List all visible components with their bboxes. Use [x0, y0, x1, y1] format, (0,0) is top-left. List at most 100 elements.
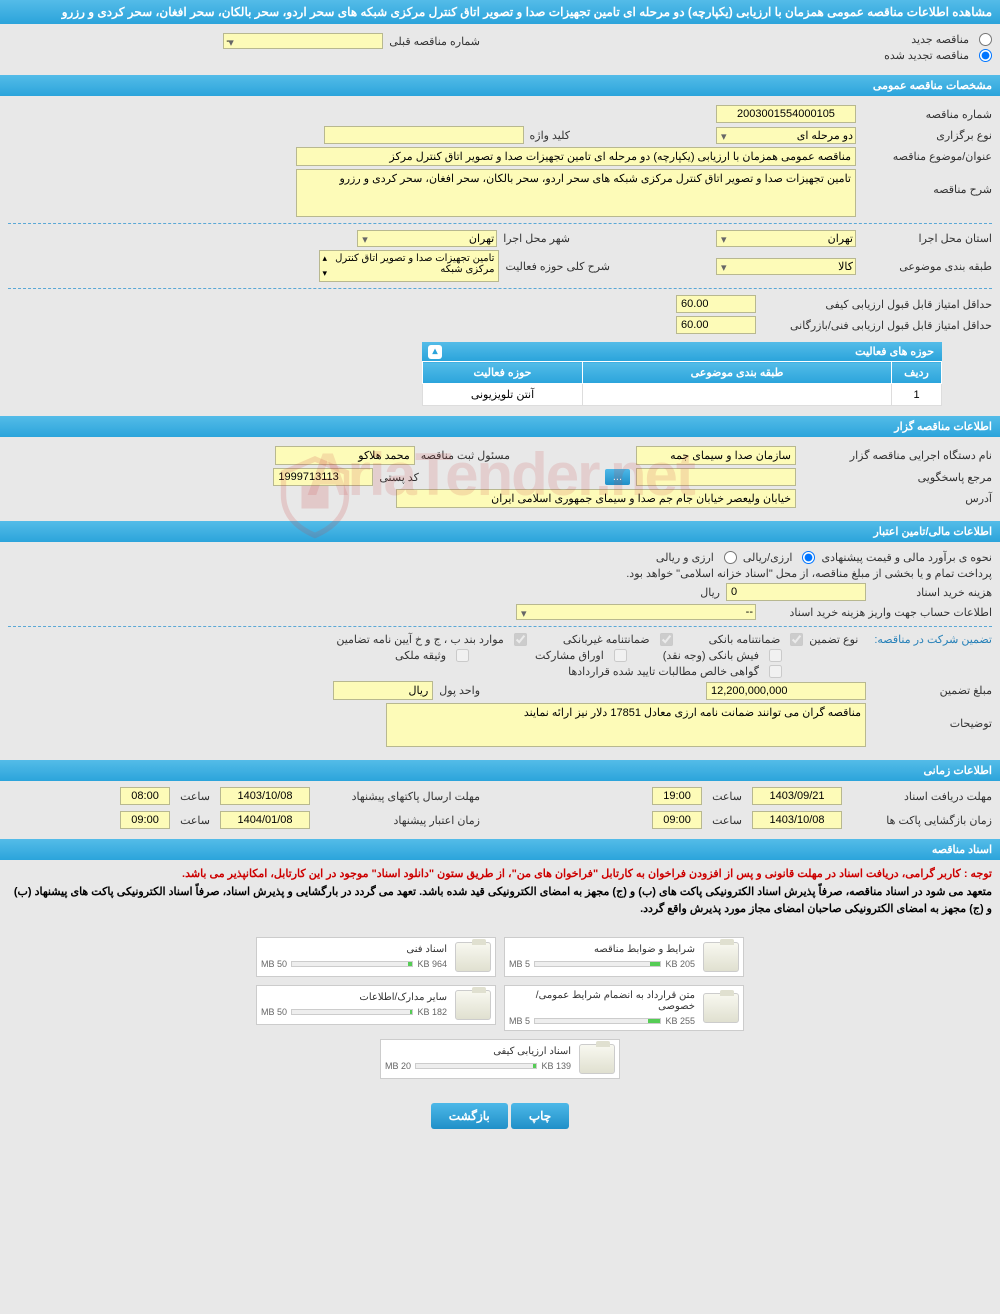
- folder-icon: [703, 993, 739, 1023]
- field-activity-scope[interactable]: تامین تجهیزات صدا و تصویر اتاق کنترل مرک…: [319, 250, 499, 282]
- doc-size: 964 KB: [417, 959, 447, 969]
- label-chk-bonds: اوراق مشارکت: [535, 649, 604, 662]
- field-receive-date: 1403/09/21: [752, 787, 842, 805]
- field-tender-number: 2003001554000105: [716, 105, 856, 123]
- doc-max: 50 MB: [261, 959, 287, 969]
- doc-box[interactable]: اسناد ارزیابی کیفی 139 KB 20 MB: [380, 1039, 620, 1079]
- select-tender-type[interactable]: دو مرحله ای: [716, 127, 856, 144]
- doc-size: 139 KB: [541, 1061, 571, 1071]
- chevron-up-icon[interactable]: ▴: [322, 253, 327, 264]
- field-validity-date: 1404/01/08: [220, 811, 310, 829]
- btn-browse-responder[interactable]: ...: [605, 469, 630, 485]
- button-row: چاپ بازگشت: [0, 1091, 1000, 1141]
- page-title-bar: مشاهده اطلاعات مناقصه عمومی همزمان با ار…: [0, 0, 1000, 24]
- label-responder: مرجع پاسخگویی: [802, 471, 992, 484]
- activity-table-wrapper: حوزه های فعالیت ▴ ردیف طبقه بندی موضوعی …: [422, 342, 942, 406]
- divider: [8, 626, 992, 627]
- field-keyword[interactable]: [324, 126, 524, 144]
- label-chk-cash: فیش بانکی (وجه نقد): [663, 649, 759, 662]
- divider: [8, 223, 992, 224]
- label-account: اطلاعات حساب جهت واریز هزینه خرید اسناد: [762, 606, 992, 619]
- label-notes: توضیحات: [872, 703, 992, 730]
- chevron-down-icon[interactable]: ▾: [322, 268, 327, 279]
- activity-scope-value: تامین تجهیزات صدا و تصویر اتاق کنترل مرک…: [335, 253, 494, 275]
- radio-rial[interactable]: [802, 551, 815, 564]
- select-account[interactable]: --: [516, 604, 756, 620]
- field-receive-time: 19:00: [652, 787, 702, 805]
- activity-table: ردیف طبقه بندی موضوعی حوزه فعالیت 1 آنتن…: [422, 361, 942, 406]
- select-category[interactable]: کالا: [716, 258, 856, 275]
- doc-progress-bar: [291, 961, 413, 967]
- label-estimate: نحوه ی برآورد مالی و قیمت پیشنهادی: [821, 551, 992, 564]
- label-chk-bank: ضمانتنامه بانکی: [709, 633, 781, 646]
- label-desc: شرح مناقصه: [862, 169, 992, 196]
- label-guarantee-type: نوع تضمین: [809, 633, 858, 646]
- doc-box[interactable]: شرایط و ضوابط مناقصه 205 KB 5 MB: [504, 937, 744, 977]
- label-unit: واحد پول: [439, 684, 480, 697]
- label-renewed-tender: مناقصه تجدید شده: [884, 49, 969, 62]
- doc-title: اسناد ارزیابی کیفی: [385, 1046, 571, 1057]
- radio-new-tender[interactable]: [979, 33, 992, 46]
- label-postal: کد پستی: [379, 471, 418, 484]
- chk-property: [456, 649, 469, 662]
- section-organizer-title: اطلاعات مناقصه گزار: [894, 421, 992, 433]
- label-category: طبقه بندی موضوعی: [862, 260, 992, 273]
- folder-icon: [455, 990, 491, 1020]
- select-province[interactable]: تهران: [716, 230, 856, 247]
- field-min-tech: 60.00: [676, 316, 756, 334]
- label-address: آدرس: [802, 492, 992, 505]
- field-open-time: 09:00: [652, 811, 702, 829]
- back-button[interactable]: بازگشت: [431, 1103, 508, 1129]
- doc-box[interactable]: اسناد فنی 964 KB 50 MB: [256, 937, 496, 977]
- field-send-date: 1403/10/08: [220, 787, 310, 805]
- print-button[interactable]: چاپ: [511, 1103, 569, 1129]
- doc-box[interactable]: سایر مدارک/اطلاعات 182 KB 50 MB: [256, 985, 496, 1025]
- field-registrar: محمد هلاکو: [275, 446, 415, 465]
- select-city[interactable]: تهران: [357, 230, 497, 247]
- folder-icon: [579, 1044, 615, 1074]
- tender-type-value: دو مرحله ای: [797, 130, 853, 142]
- account-value: --: [746, 606, 753, 618]
- chk-bank: [790, 633, 803, 646]
- chk-receivables: [769, 665, 782, 678]
- collapse-icon[interactable]: ▴: [428, 345, 442, 359]
- label-chk-property: وثیقه ملکی: [395, 649, 446, 662]
- label-send: مهلت ارسال پاکتهای پیشنهاد: [320, 790, 480, 803]
- label-keyword: کلید واژه: [530, 129, 570, 142]
- field-amount: 12,200,000,000: [706, 682, 866, 700]
- field-send-time: 08:00: [120, 787, 170, 805]
- doc-max: 5 MB: [509, 959, 530, 969]
- field-notes: مناقصه گران می توانند ضمانت نامه ارزی مع…: [386, 703, 866, 747]
- label-registrar: مسئول ثبت مناقصه: [421, 449, 510, 462]
- radio-renewed-tender[interactable]: [979, 49, 992, 62]
- chk-regulation: [514, 633, 527, 646]
- cell-scope: آنتن تلویزیونی: [423, 384, 583, 406]
- docs-container: شرایط و ضوابط مناقصه 205 KB 5 MB اسناد ف…: [0, 925, 1000, 1091]
- section-timing: اطلاعات زمانی: [0, 760, 1000, 781]
- notice-line1: توجه : کاربر گرامی، دریافت اسناد در مهلت…: [8, 866, 992, 884]
- doc-progress-bar: [415, 1063, 537, 1069]
- label-tender-number: شماره مناقصه: [862, 108, 992, 121]
- docs-notice: توجه : کاربر گرامی، دریافت اسناد در مهلت…: [0, 860, 1000, 925]
- field-exec: سازمان صدا و سیمای جمه: [636, 446, 796, 465]
- radio-currency[interactable]: [724, 551, 737, 564]
- timing-content: مهلت دریافت اسناد 1403/09/21 ساعت 19:00 …: [0, 781, 1000, 835]
- table-row: 1 آنتن تلویزیونی: [423, 384, 942, 406]
- doc-title: سایر مدارک/اطلاعات: [261, 992, 447, 1003]
- doc-title: متن قرارداد به انضمام شرایط عمومی/خصوصی: [509, 990, 695, 1012]
- field-validity-time: 09:00: [120, 811, 170, 829]
- city-value: تهران: [469, 233, 494, 245]
- organizer-content: نام دستگاه اجرایی مناقصه گزار سازمان صدا…: [0, 437, 1000, 517]
- field-open-date: 1403/10/08: [752, 811, 842, 829]
- label-guarantee-intro: تضمین شرکت در مناقصه:: [874, 633, 992, 646]
- label-rial-opt: ارزی/ریالی: [743, 551, 793, 564]
- label-tender-type: نوع برگزاری: [862, 129, 992, 142]
- doc-box[interactable]: متن قرارداد به انضمام شرایط عمومی/خصوصی …: [504, 985, 744, 1031]
- field-cost: 0: [726, 583, 866, 601]
- doc-progress-bar: [534, 1018, 661, 1024]
- select-prev-number[interactable]: --: [223, 33, 383, 49]
- financial-content: نحوه ی برآورد مالی و قیمت پیشنهادی ارزی/…: [0, 542, 1000, 756]
- section-general: مشخصات مناقصه عمومی: [0, 75, 1000, 96]
- province-value: تهران: [828, 233, 853, 245]
- section-financial: اطلاعات مالی/تامین اعتبار: [0, 521, 1000, 542]
